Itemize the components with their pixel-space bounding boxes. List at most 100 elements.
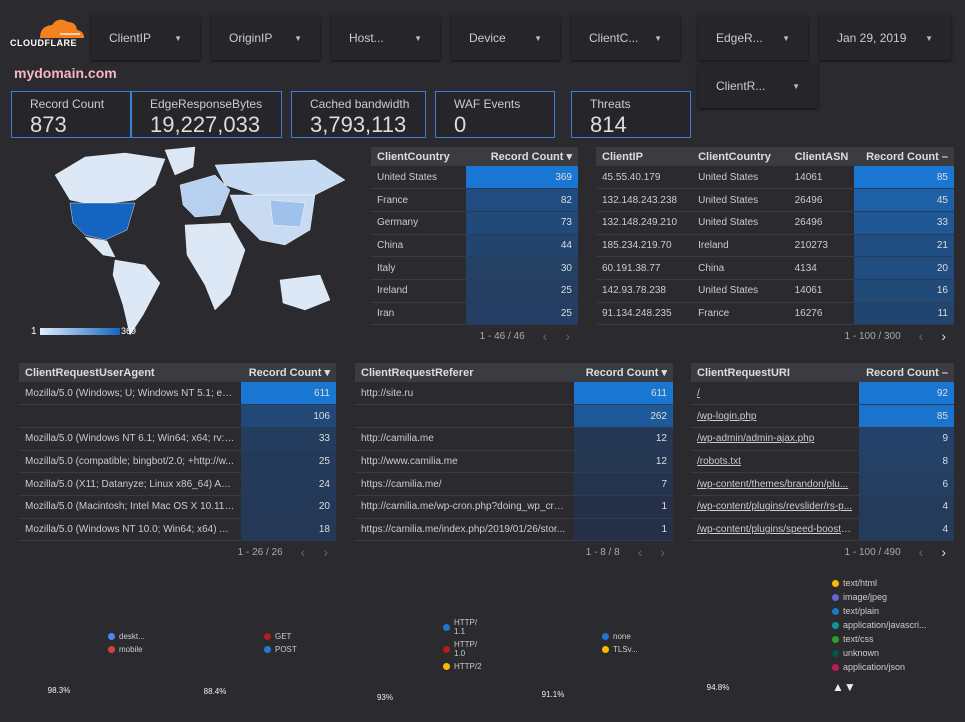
next-page-icon[interactable]: › — [323, 544, 328, 561]
column-header[interactable]: Record Count ▾ — [240, 363, 336, 382]
legend-dot — [832, 579, 839, 587]
legend-item[interactable]: HTTP/ 1.1 — [443, 618, 477, 636]
column-header[interactable]: ClientCountry — [692, 147, 789, 166]
table-row[interactable]: 132.148.243.238 United States 26496 45 — [596, 188, 954, 212]
table-row[interactable]: Mozilla/5.0 (compatible; bingbot/2.0; +h… — [19, 450, 336, 474]
table-row[interactable]: 262 — [355, 404, 673, 428]
table-row[interactable]: Ireland 25 — [371, 279, 578, 303]
table-row[interactable]: http://camilia.me 12 — [355, 427, 673, 451]
legend-item[interactable]: HTTP/ 1.0 — [443, 640, 477, 658]
table-row[interactable]: 106 — [19, 404, 336, 428]
next-page-icon[interactable]: › — [941, 544, 946, 561]
uri-link[interactable]: /wp-login.php — [697, 410, 757, 422]
next-page-icon[interactable]: › — [941, 328, 946, 345]
table-cell: France — [692, 302, 789, 326]
legend-item[interactable]: unknown — [832, 648, 942, 658]
table-row[interactable]: http://camilia.me/wp-cron.php?doing_wp_c… — [355, 495, 673, 519]
column-header[interactable]: ClientCountry — [371, 147, 467, 166]
filter-dropdown[interactable]: ClientC... ▼ — [571, 16, 680, 60]
column-header[interactable]: ClientRequestUserAgent — [19, 363, 241, 382]
column-header[interactable]: Record Count – — [859, 363, 954, 382]
filter-dropdown[interactable]: Host... ▼ — [331, 16, 440, 60]
table-row[interactable]: United States 369 — [371, 166, 578, 190]
legend-item[interactable]: TLSv... — [602, 645, 642, 654]
uri-link[interactable]: /wp-content/themes/brandon/plu... — [697, 478, 849, 490]
filter-dropdown[interactable]: OriginIP ▼ — [211, 16, 320, 60]
table-row[interactable]: https://camilia.me/index.php/2019/01/26/… — [355, 518, 673, 542]
legend-item[interactable]: deskt... — [108, 632, 148, 641]
table-row[interactable]: /wp-login.php 85 — [691, 404, 954, 428]
legend-label: POST — [275, 645, 297, 654]
filter-dropdown[interactable]: ClientR... ▼ — [698, 64, 818, 108]
legend-item[interactable]: image/jpeg — [832, 592, 942, 602]
legend-item[interactable]: HTTP/2 — [443, 662, 482, 671]
legend-item[interactable]: text/css — [832, 634, 942, 644]
table-row[interactable]: /robots.txt 8 — [691, 450, 954, 474]
column-header[interactable]: Record Count – — [854, 147, 954, 166]
table-row[interactable]: 185.234.219.70 Ireland 210273 21 — [596, 234, 954, 258]
table-row[interactable]: / 92 — [691, 382, 954, 406]
column-header[interactable]: ClientRequestURI — [691, 363, 860, 382]
column-header[interactable]: Record Count ▾ — [574, 363, 673, 382]
prev-page-icon[interactable]: ‹ — [918, 328, 924, 345]
table-row[interactable]: /wp-content/themes/brandon/plu... 6 — [691, 472, 954, 496]
table-row[interactable]: China 44 — [371, 234, 578, 258]
table-row[interactable]: Iran 25 — [371, 302, 578, 326]
table-row[interactable]: http://www.camilia.me 12 — [355, 450, 673, 474]
table-cell: United States — [371, 166, 467, 190]
column-header[interactable]: ClientRequestReferer — [355, 363, 575, 382]
legend-pager-arrows[interactable]: ▲▼ — [832, 680, 856, 694]
prev-page-icon[interactable]: ‹ — [918, 544, 924, 561]
column-header[interactable]: ClientIP — [596, 147, 693, 166]
legend-item[interactable]: GET — [264, 632, 304, 641]
column-header[interactable]: Record Count ▾ — [466, 147, 578, 166]
table-row[interactable]: /wp-admin/admin-ajax.php 9 — [691, 427, 954, 451]
next-page-icon[interactable]: › — [660, 544, 665, 561]
kpi-value: 814 — [590, 112, 627, 137]
table-row[interactable]: http://site.ru 611 — [355, 382, 673, 406]
uri-link[interactable]: / — [697, 387, 700, 399]
table-row[interactable]: Italy 30 — [371, 256, 578, 280]
table-row[interactable]: 142.93.78.238 United States 14061 16 — [596, 279, 954, 303]
legend-item[interactable]: text/html — [832, 578, 942, 588]
legend-label: TLSv... — [613, 645, 638, 654]
uri-link[interactable]: /wp-content/plugins/speed-booste... — [697, 523, 855, 535]
map-russia — [214, 159, 346, 196]
table-row[interactable]: Germany 73 — [371, 211, 578, 235]
table-row[interactable]: Mozilla/5.0 (Windows NT 10.0; Win64; x64… — [19, 518, 336, 542]
legend-item[interactable]: none — [602, 632, 642, 641]
table-row[interactable]: 91.134.248.235 France 16276 11 — [596, 302, 954, 326]
legend-item[interactable]: application/json — [832, 662, 942, 672]
legend-item[interactable]: text/plain — [832, 606, 942, 616]
table-row[interactable]: /wp-content/plugins/speed-booste... 4 — [691, 518, 954, 542]
prev-page-icon[interactable]: ‹ — [300, 544, 306, 561]
filter-dropdown[interactable]: Device ▼ — [451, 16, 560, 60]
table-row[interactable]: 45.55.40.179 United States 14061 85 — [596, 166, 954, 190]
table-row[interactable]: Mozilla/5.0 (Windows NT 6.1; Win64; x64;… — [19, 427, 336, 451]
uri-link[interactable]: /robots.txt — [697, 455, 741, 467]
world-map[interactable]: 1 369 — [15, 145, 350, 345]
table-row[interactable]: Mozilla/5.0 (Windows; U; Windows NT 5.1;… — [19, 382, 336, 406]
table-row[interactable]: 132.148.249.210 United States 26496 33 — [596, 211, 954, 235]
pagination: 1 - 100 / 490 ‹ › — [691, 541, 954, 563]
table-row[interactable]: https://camilia.me/7 — [355, 472, 673, 496]
legend-item[interactable]: application/javascri... — [832, 620, 942, 630]
table-row[interactable]: 60.191.38.77 China 4134 20 — [596, 256, 954, 280]
next-page-icon[interactable]: › — [565, 328, 570, 345]
table-row[interactable]: Mozilla/5.0 (Macintosh; Intel Mac OS X 1… — [19, 495, 336, 519]
filter-dropdown[interactable]: Jan 29, 2019 ▼ — [819, 16, 951, 60]
filter-dropdown[interactable]: ClientIP ▼ — [91, 16, 200, 60]
prev-page-icon[interactable]: ‹ — [542, 328, 548, 345]
filter-dropdown[interactable]: EdgeR... ▼ — [698, 16, 808, 60]
prev-page-icon[interactable]: ‹ — [637, 544, 643, 561]
table-cell — [19, 404, 241, 428]
table-cell: Ireland — [371, 279, 467, 303]
column-header[interactable]: ClientASN — [788, 147, 855, 166]
legend-item[interactable]: POST — [264, 645, 304, 654]
table-row[interactable]: France 82 — [371, 188, 578, 212]
table-row[interactable]: /wp-content/plugins/revslider/rs-p... 4 — [691, 495, 954, 519]
uri-link[interactable]: /wp-content/plugins/revslider/rs-p... — [697, 501, 853, 513]
uri-link[interactable]: /wp-admin/admin-ajax.php — [697, 433, 815, 445]
legend-item[interactable]: mobile — [108, 645, 148, 654]
table-row[interactable]: Mozilla/5.0 (X11; Datanyze; Linux x86_64… — [19, 472, 336, 496]
